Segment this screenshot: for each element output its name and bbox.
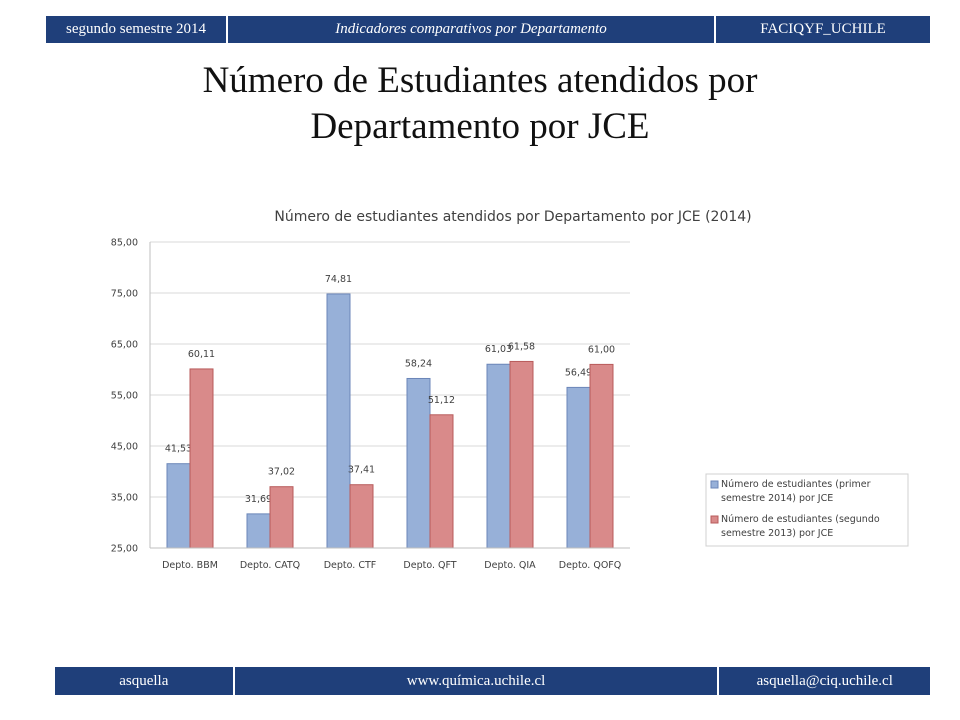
legend-label-series1: Número de estudiantes (primer semestre 2… — [721, 479, 874, 504]
legend-swatch-series2 — [710, 515, 719, 524]
x-tick-label: Depto. CATQ — [240, 560, 300, 571]
footer-email-link[interactable]: asquella@ciq.uchile.cl — [719, 667, 930, 695]
bar-series1 — [246, 513, 271, 549]
data-label-series1: 58,24 — [405, 358, 432, 369]
legend-label-series1-line1: Número de estudiantes (primer — [721, 479, 871, 490]
bar-series1 — [326, 293, 351, 549]
y-tick-label: 85,00 — [111, 238, 138, 249]
data-label-series1: 61,03 — [485, 344, 512, 355]
legend: Número de estudiantes (primer semestre 2… — [705, 473, 909, 547]
header-institution: FACIQYF_UCHILE — [716, 16, 930, 43]
header-semester: segundo semestre 2014 — [46, 16, 226, 43]
x-tick-label: Depto. BBM — [162, 560, 218, 571]
bar-series1 — [406, 377, 431, 549]
data-label-series1: 74,81 — [325, 274, 352, 285]
data-label-series2: 51,12 — [428, 395, 455, 406]
bar-series1 — [566, 386, 591, 549]
chart-title: Número de estudiantes atendidos por Depa… — [274, 209, 751, 225]
bar-series2 — [429, 414, 454, 549]
bar-series2 — [589, 363, 614, 549]
x-tick-label: Depto. CTF — [324, 560, 377, 571]
legend-swatch-series1 — [710, 480, 719, 489]
legend-label-series1-line2: semestre 2014) por JCE — [721, 493, 833, 504]
legend-label-series2-line1: Número de estudiantes (segundo — [721, 514, 880, 525]
y-tick-label: 35,00 — [111, 493, 138, 504]
header-section-title: Indicadores comparativos por Departament… — [228, 16, 714, 43]
bar-series1 — [486, 363, 511, 549]
x-axis: Depto. BBM Depto. CATQ Depto. CTF Depto. QF… — [150, 547, 630, 571]
x-tick-label: Depto. QIA — [484, 560, 536, 571]
legend-label-series2-line2: semestre 2013) por JCE — [721, 528, 833, 539]
legend-label-series2: Número de estudiantes (segundo semestre … — [721, 514, 883, 539]
y-tick-label: 45,00 — [111, 442, 138, 453]
y-tick-label: 25,00 — [111, 544, 138, 555]
y-tick-label: 75,00 — [111, 289, 138, 300]
bar-series2 — [269, 486, 294, 549]
footer-website-link[interactable]: www.química.uchile.cl — [234, 667, 718, 695]
bar-series2 — [189, 368, 214, 549]
data-label-series2: 37,02 — [268, 467, 295, 478]
x-tick-label: Depto. QOFQ — [559, 560, 622, 571]
bars: 41,53 60,11 31,69 37,02 74,81 37,41 58,24 51,12… — [165, 274, 615, 549]
data-label-series2: 61,58 — [508, 341, 535, 352]
x-tick-label: Depto. QFT — [403, 560, 456, 571]
header-bar: segundo semestre 2014 Indicadores compar… — [46, 16, 930, 43]
data-label-series1: 56,49 — [565, 367, 592, 378]
bar-series2 — [349, 484, 374, 549]
data-label-series1: 31,69 — [245, 494, 272, 505]
slide-title: Número de Estudiantes atendidos por Depa… — [80, 58, 880, 150]
footer-bar: asquella www.química.uchile.cl asquella@… — [55, 667, 930, 695]
footer-author: asquella — [55, 667, 233, 695]
slide-title-line2: Departamento por JCE — [310, 106, 650, 147]
data-label-series2: 61,00 — [588, 344, 615, 355]
legend-box — [705, 473, 909, 547]
y-tick-label: 55,00 — [111, 391, 138, 402]
slide-title-line1: Número de Estudiantes atendidos por — [202, 60, 758, 101]
y-axis: 25,00 35,00 45,00 55,00 65,00 75,00 85,00 — [111, 238, 151, 555]
y-tick-label: 65,00 — [111, 340, 138, 351]
bar-series1 — [166, 463, 191, 549]
data-label-series2: 37,41 — [348, 465, 375, 476]
data-label-series2: 60,11 — [188, 349, 215, 360]
bar-series2 — [509, 360, 534, 549]
data-label-series1: 41,53 — [165, 444, 192, 455]
